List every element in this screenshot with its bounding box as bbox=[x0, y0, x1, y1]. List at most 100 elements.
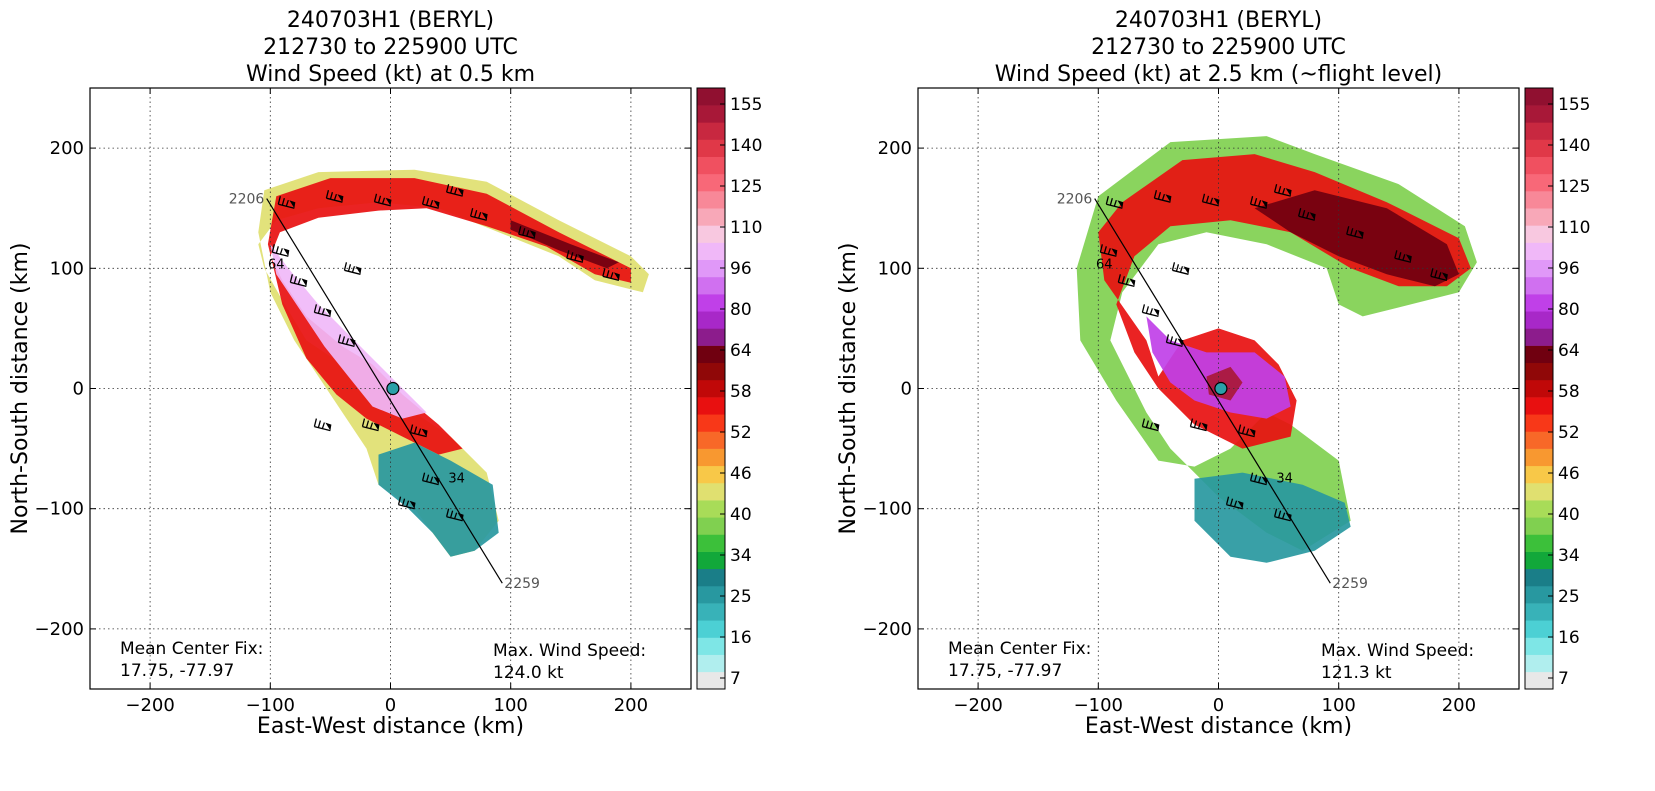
right-barb-flag-8 bbox=[1441, 272, 1448, 281]
left-colorbar-bin-20 bbox=[697, 345, 725, 364]
left-track-end-label: 2259 bbox=[504, 576, 540, 592]
left-colorbar-frame bbox=[696, 87, 726, 690]
right-colorbar-bin-2 bbox=[1525, 654, 1553, 673]
right-colorbar-bin-31 bbox=[1525, 156, 1553, 175]
left-title-line-1: 240703H1 (BERYL) bbox=[287, 8, 494, 33]
left-colorbar-bin-9 bbox=[697, 534, 725, 552]
left-colorbar-label-5: 40 bbox=[730, 505, 752, 525]
left-colorbar-bin-26 bbox=[697, 242, 725, 261]
right-xtick-label-2: −100 bbox=[1074, 695, 1123, 716]
right-colorbar-bin-35 bbox=[1525, 88, 1553, 106]
left-colorbar-bin-14 bbox=[697, 448, 725, 467]
left-barb-7 bbox=[566, 250, 583, 263]
right-colorbar-bin-7 bbox=[1525, 568, 1553, 587]
right-colorbar-bin-17 bbox=[1525, 397, 1553, 415]
left-barb-flag-7 bbox=[577, 254, 584, 263]
left-barb-19 bbox=[343, 262, 361, 275]
left-colorbar-bin-13 bbox=[697, 465, 725, 484]
left-colorbar-bin-27 bbox=[697, 225, 725, 243]
left-ytick-label-1: −200 bbox=[35, 619, 84, 640]
right-colorbar-label-12: 110 bbox=[1558, 218, 1590, 238]
right-barb-flag-5 bbox=[1309, 212, 1316, 221]
right-colorbar-bin-12 bbox=[1525, 482, 1553, 501]
left-barb-flag-9 bbox=[283, 248, 290, 257]
right-swath-region-4 bbox=[1254, 190, 1459, 287]
left-colorbar-bin-3 bbox=[697, 637, 725, 655]
left-colorbar-label-11: 96 bbox=[730, 259, 752, 279]
left-colorbar-label-4: 34 bbox=[730, 546, 752, 566]
right-max-wind-value: 121.3 kt bbox=[1321, 663, 1392, 683]
right-barb-3 bbox=[1201, 193, 1219, 207]
left-title-line-2: 212730 to 225900 UTC bbox=[263, 35, 518, 60]
left-colorbar-bin-10 bbox=[697, 517, 725, 535]
right-barb-9 bbox=[1099, 244, 1117, 257]
left-barb-flag-3 bbox=[385, 197, 392, 206]
left-barb-1 bbox=[277, 196, 295, 209]
left-colorbar-bin-2 bbox=[697, 654, 725, 673]
left-colorbar: 7 16 25 34 40 46 52 58 64 80 96 110 125 140 155 bbox=[696, 87, 762, 690]
left-barb-14 bbox=[409, 424, 427, 438]
right-colorbar-label-4: 34 bbox=[1558, 546, 1580, 566]
right-colorbar-label-8: 58 bbox=[1558, 382, 1580, 402]
right-xtick-label-1: −200 bbox=[953, 695, 1002, 716]
left-ytick-label-2: −100 bbox=[35, 499, 84, 520]
right-barb-flag-10 bbox=[1129, 278, 1136, 287]
left-colorbar-bin-21 bbox=[697, 328, 725, 346]
right-colorbar-bin-29 bbox=[1525, 191, 1553, 209]
right-colorbar-bin-28 bbox=[1525, 208, 1553, 226]
left-barb-9 bbox=[271, 244, 289, 257]
left-ytick-label-4: 100 bbox=[50, 258, 84, 279]
right-colorbar: 7 16 25 34 40 46 52 58 64 80 96 110 125 140 155 bbox=[1524, 87, 1590, 690]
right-colorbar-label-6: 46 bbox=[1558, 464, 1580, 484]
right-colorbar-label-2: 16 bbox=[1558, 628, 1580, 648]
left-colorbar-label-6: 46 bbox=[730, 464, 752, 484]
left-colorbar-bin-34 bbox=[697, 105, 725, 123]
right-barb-flag-18 bbox=[1153, 422, 1160, 431]
left-barb-17 bbox=[445, 508, 463, 522]
left-barb-18 bbox=[313, 418, 331, 432]
left-ytick-label-3: 0 bbox=[73, 379, 84, 400]
right-barb-flag-7 bbox=[1405, 254, 1412, 263]
right-colorbar-label-9: 64 bbox=[1558, 341, 1580, 361]
right-colorbar-label-13: 125 bbox=[1558, 177, 1590, 197]
right-title-line-3: Wind Speed (kt) at 2.5 km (~flight level… bbox=[995, 62, 1442, 87]
left-colorbar-label-13: 125 bbox=[730, 177, 762, 197]
right-colorbar-label-7: 52 bbox=[1558, 423, 1580, 443]
left-barb-4 bbox=[421, 196, 439, 209]
right-contour-label-34: 34 bbox=[1276, 471, 1293, 486]
left-barb-flag-17 bbox=[457, 512, 464, 521]
left-colorbar-bin-6 bbox=[697, 585, 725, 604]
right-barb-5 bbox=[1298, 208, 1315, 221]
left-barb-12 bbox=[337, 334, 355, 348]
left-barb-flag-6 bbox=[529, 230, 536, 239]
left-barb-13 bbox=[361, 418, 379, 432]
left-colorbar-bin-7 bbox=[697, 568, 725, 587]
right-barb-flag-9 bbox=[1111, 248, 1118, 257]
left-barb-flag-8 bbox=[613, 272, 620, 281]
left-eye-marker bbox=[386, 381, 400, 396]
left-colorbar-bin-15 bbox=[697, 431, 725, 449]
right-colorbar-bin-20 bbox=[1525, 345, 1553, 364]
right-colorbar-bin-24 bbox=[1525, 276, 1553, 295]
left-center-fix-label: Mean Center Fix: bbox=[120, 639, 263, 659]
panel-left: 240703H1 (BERYL) 212730 to 225900 UTC Wind… bbox=[0, 0, 828, 787]
left-colorbar-bin-22 bbox=[697, 311, 725, 329]
left-colorbar-bin-16 bbox=[697, 414, 725, 432]
right-colorbar-bin-22 bbox=[1525, 311, 1553, 329]
right-barb-19 bbox=[1171, 262, 1189, 275]
right-colorbar-bin-8 bbox=[1525, 551, 1553, 570]
left-xtick-label-1: −200 bbox=[125, 695, 174, 716]
right-barb-10 bbox=[1117, 274, 1135, 287]
left-ytick-label-5: 200 bbox=[50, 138, 84, 159]
left-ylabel: North-South distance (km) bbox=[8, 243, 33, 535]
left-xtick-label-2: −100 bbox=[246, 695, 295, 716]
left-barb-flag-18 bbox=[325, 422, 332, 431]
left-colorbar-bin-24 bbox=[697, 276, 725, 295]
right-colorbar-bin-4 bbox=[1525, 620, 1553, 638]
left-colorbar-bin-35 bbox=[697, 88, 725, 106]
right-barb-18 bbox=[1141, 418, 1159, 432]
right-ylabel: North-South distance (km) bbox=[836, 243, 861, 535]
right-barb-flag-15 bbox=[1261, 476, 1268, 485]
right-barb-flag-1 bbox=[1117, 200, 1124, 209]
left-colorbar-label-8: 58 bbox=[730, 382, 752, 402]
